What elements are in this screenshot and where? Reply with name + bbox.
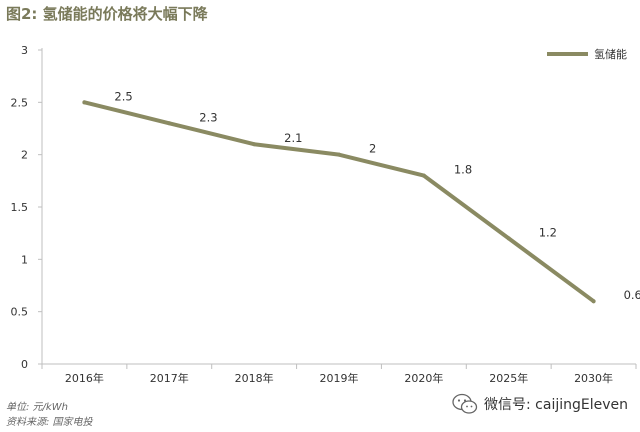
unit-note: 单位: 元/kWh: [6, 402, 68, 413]
x-axis-ticks: 2016年 2017年 2018年 2019年 2020年 2025年 2030年: [41, 364, 637, 385]
data-point: [167, 121, 172, 126]
y-tick-label: 1: [21, 253, 28, 266]
y-tick-label: 0: [21, 358, 28, 371]
data-labels: 2.5 2.3 2.1 2 1.8 1.2 0.6: [114, 89, 640, 302]
data-label: 2: [369, 142, 376, 156]
x-tick-label: 2019年: [320, 371, 359, 385]
data-label: 1.2: [539, 225, 557, 239]
data-label: 0.6: [624, 288, 640, 302]
x-tick-label: 2025年: [489, 371, 528, 385]
data-point: [506, 236, 511, 241]
chart-title: 图2: 氢储能的价格将大幅下降: [6, 5, 208, 23]
series-group: [82, 100, 596, 304]
data-point: [252, 142, 257, 147]
wechat-icon: [452, 393, 478, 414]
y-tick-label: 2.5: [11, 96, 29, 109]
y-tick-label: 0.5: [11, 306, 29, 319]
x-tick-label: 2017年: [150, 371, 189, 385]
watermark-text: 微信号: caijingEleven: [484, 397, 628, 413]
data-label: 1.8: [454, 163, 472, 177]
data-label: 2.5: [114, 89, 132, 103]
series-line: [82, 100, 596, 304]
legend-label: 氢储能: [594, 47, 627, 61]
data-label: 2.1: [284, 131, 302, 145]
y-axis-ticks: 0 0.5 1 1.5 2 2.5 3: [11, 44, 42, 371]
y-tick-label: 1.5: [11, 201, 29, 214]
data-point: [337, 152, 341, 157]
y-tick-label: 3: [21, 44, 28, 57]
x-tick-label: 2030年: [574, 371, 613, 385]
x-tick-label: 2016年: [65, 371, 104, 385]
watermark: 微信号: caijingEleven: [452, 393, 628, 415]
x-tick-label: 2018年: [235, 371, 274, 385]
data-point: [82, 100, 87, 105]
data-point: [421, 173, 426, 178]
y-tick-label: 2: [21, 149, 28, 162]
source-note: 资料来源: 国家电投: [6, 417, 93, 428]
legend: 氢储能: [547, 47, 627, 61]
data-label: 2.3: [199, 110, 217, 124]
data-point: [591, 299, 596, 304]
x-tick-label: 2020年: [404, 371, 443, 385]
